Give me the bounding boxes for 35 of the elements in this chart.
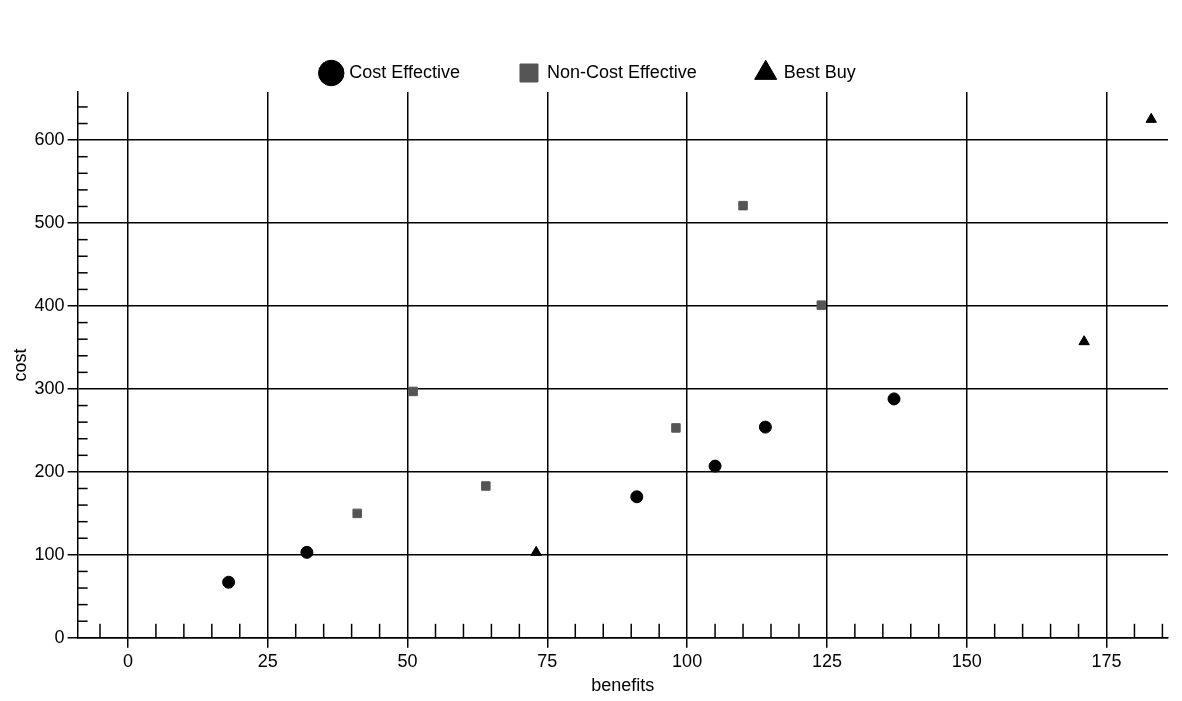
- point: [1145, 112, 1157, 123]
- x-tick-label: 50: [397, 650, 418, 671]
- point: [530, 545, 542, 556]
- x-tick-label: 25: [257, 650, 278, 671]
- legend-label: Cost Effective: [349, 61, 460, 82]
- point: [222, 575, 236, 589]
- x-tick-label: 0: [122, 650, 133, 671]
- point: [352, 508, 362, 519]
- point: [738, 200, 748, 211]
- y-tick-label: 0: [54, 626, 65, 647]
- x-tick-label: 175: [1091, 650, 1122, 671]
- y-tick-label: 100: [34, 543, 65, 564]
- point: [708, 459, 722, 473]
- point: [816, 300, 827, 310]
- y-tick-label: 300: [34, 377, 65, 398]
- point: [671, 423, 681, 433]
- point: [1078, 335, 1090, 346]
- point: [758, 420, 772, 434]
- point: [300, 545, 314, 559]
- legend-label: Best Buy: [783, 61, 856, 82]
- y-axis-title: cost: [9, 348, 30, 382]
- y-tick-label: 600: [34, 129, 65, 150]
- y-tick-label: 400: [34, 294, 65, 315]
- x-tick-label: 150: [951, 650, 982, 671]
- y-tick-label: 200: [34, 460, 65, 481]
- x-tick-label: 100: [672, 650, 703, 671]
- x-tick-label: 75: [537, 650, 558, 671]
- x-tick-label: 125: [811, 650, 842, 671]
- y-tick-label: 500: [34, 212, 65, 233]
- point: [887, 392, 901, 406]
- x-axis-title: benefits: [591, 675, 655, 696]
- point: [481, 481, 491, 491]
- point: [630, 490, 644, 504]
- legend-label: Non-Cost Effective: [546, 61, 697, 82]
- point: [408, 386, 418, 397]
